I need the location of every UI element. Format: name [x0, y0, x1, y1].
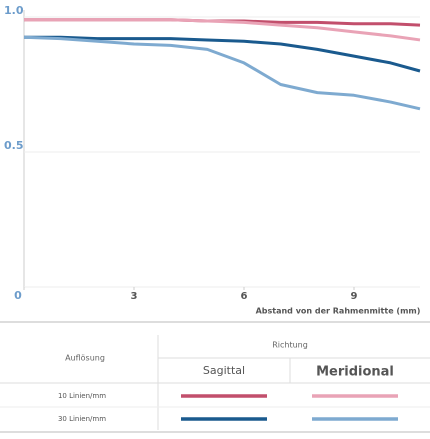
y-tick-label: 0 — [14, 289, 22, 302]
row-header: Auflösung — [65, 354, 105, 363]
x-tick-label: 6 — [241, 291, 248, 302]
line — [23, 35, 421, 111]
column-label: Meridional — [316, 365, 394, 380]
y-tick-label: 1.0 — [4, 4, 24, 17]
row-label: 10 Linien/mm — [58, 392, 106, 400]
row-label: 30 Linien/mm — [58, 415, 106, 423]
x-tick-label: 3 — [131, 291, 138, 302]
x-axis-title: Abstand von der Rahmenmitte (mm) — [256, 307, 421, 316]
column-header: Richtung — [272, 341, 308, 350]
x-tick-label: 9 — [351, 291, 358, 302]
line — [24, 18, 421, 42]
column-label: Sagittal — [203, 364, 245, 377]
line — [24, 35, 421, 73]
y-tick-label: 0.5 — [4, 139, 24, 152]
